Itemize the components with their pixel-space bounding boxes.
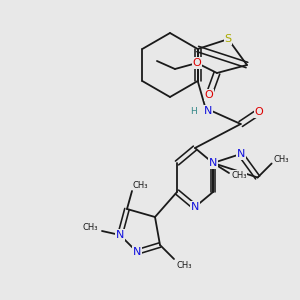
Text: N: N [203,106,212,116]
Text: O: O [193,58,201,68]
Text: O: O [205,90,213,100]
Text: CH₃: CH₃ [176,260,192,269]
Text: N: N [116,230,124,240]
Text: CH₃: CH₃ [82,224,98,232]
Text: CH₃: CH₃ [231,170,247,179]
Text: N: N [191,202,199,212]
Text: S: S [225,34,232,44]
Text: N: N [133,247,141,257]
Text: H: H [190,106,197,116]
Text: N: N [209,158,217,168]
Text: CH₃: CH₃ [132,181,148,190]
Text: CH₃: CH₃ [274,155,290,164]
Text: O: O [254,107,263,117]
Text: N: N [236,149,245,159]
